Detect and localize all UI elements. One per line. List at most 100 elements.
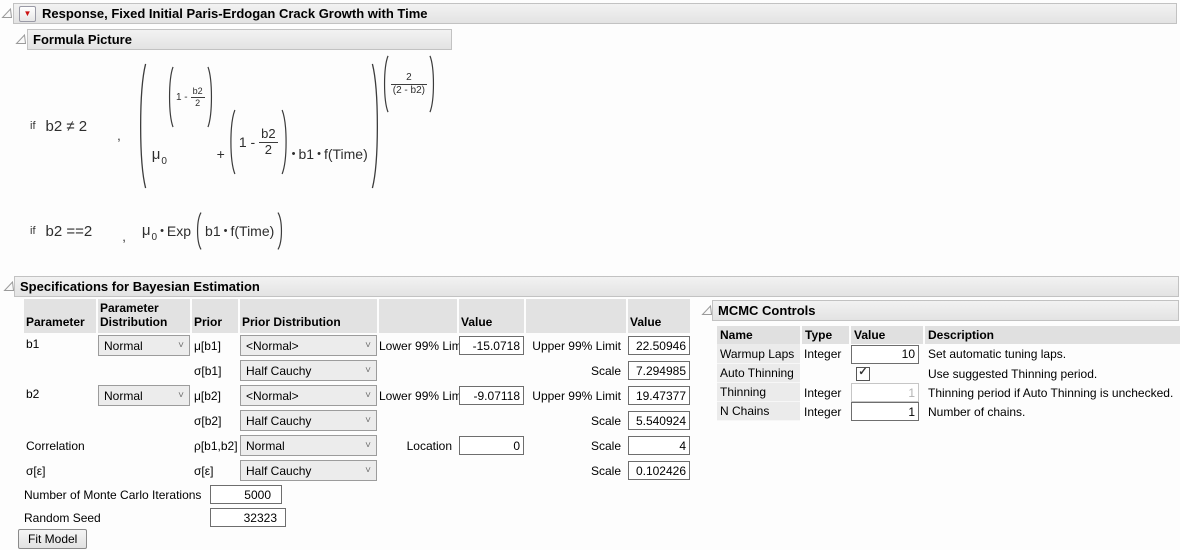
prior-label-sigma-b2: σ[b2]	[194, 413, 222, 428]
report-title-bar: ▼ Response, Fixed Initial Paris-Erdogan …	[13, 3, 1177, 24]
prior-distribution-select-mu-b1[interactable]: <Normal> ˅	[240, 335, 377, 356]
dropdown-value: Normal	[104, 338, 143, 353]
mcmc-row-description: Set automatic tuning laps.	[928, 347, 1067, 361]
mc-iterations-input[interactable]	[210, 485, 282, 504]
scale-input-sigma-eps[interactable]	[628, 461, 690, 480]
n-chains-input[interactable]	[851, 402, 919, 421]
fraction-b2-over-2: b2 2	[190, 86, 205, 108]
red-triangle-menu-button[interactable]: ▼	[19, 5, 36, 22]
section-title: Specifications for Bayesian Estimation	[20, 279, 260, 294]
formula-comma: ,	[122, 228, 126, 244]
parameter-distribution-select-b2[interactable]: Normal ˅	[98, 385, 190, 406]
warmup-laps-input[interactable]	[851, 344, 919, 364]
outer-exponent-group: 2 (2 - b2)	[382, 55, 436, 113]
prior-distribution-select-mu-b2[interactable]: <Normal> ˅	[240, 385, 377, 406]
formula-if-keyword: if	[30, 120, 36, 132]
column-header-blank	[526, 299, 626, 333]
lower-99-limit-input-b1[interactable]	[459, 336, 524, 355]
one-minus-text: 1 -	[238, 134, 256, 150]
upper-99-limit-input-b1[interactable]	[628, 336, 690, 355]
mcmc-row-type: Integer	[804, 404, 842, 419]
mc-iterations-label: Number of Monte Carlo Iterations	[24, 488, 202, 502]
column-header-prior-distribution: Prior Distribution	[240, 299, 377, 333]
column-header-prior: Prior	[192, 299, 238, 333]
scale-input-rho[interactable]	[628, 436, 690, 455]
outer-exponent-content: 2 (2 - b2)	[389, 72, 429, 96]
dropdown-value: <Normal>	[246, 338, 299, 353]
lower-99-limit-label: Lower 99% Limit	[379, 338, 468, 353]
formula-comma: ,	[117, 127, 121, 143]
formula-condition-eq: b2 ==2	[45, 222, 93, 240]
prior-distribution-select-sigma-b2[interactable]: Half Cauchy ˅	[240, 410, 377, 431]
paren-open-glyph	[167, 66, 174, 128]
formula-base-content: μ0 1 - b2 2 + 1 - b2 2	[147, 62, 371, 190]
formula-expression-1: μ0 1 - b2 2 + 1 - b2 2	[137, 62, 436, 190]
b1-term: b1	[298, 146, 315, 162]
dropdown-value: Normal	[104, 388, 143, 403]
mcmc-row-name: N Chains	[717, 402, 800, 421]
mu-symbol: μ0	[141, 222, 158, 243]
prior-distribution-select-sigma-eps[interactable]: Half Cauchy ˅	[240, 460, 377, 481]
dropdown-value: Half Cauchy	[246, 463, 312, 478]
scale-input-sigma-b2[interactable]	[628, 411, 690, 430]
multiply-dot: •	[291, 148, 296, 160]
lower-99-limit-input-b2[interactable]	[459, 386, 524, 405]
prior-label-sigma-eps: σ[ε]	[194, 463, 214, 478]
parameter-label-sigma-eps: σ[ε]	[26, 463, 46, 478]
paren-term-content: 1 - b2 2	[236, 125, 281, 158]
mcmc-row-description: Use suggested Thinning period.	[928, 366, 1098, 381]
disclosure-triangle-icon[interactable]	[1, 7, 13, 19]
disclosure-triangle-icon[interactable]	[3, 280, 15, 292]
section-title: MCMC Controls	[718, 303, 816, 318]
mcmc-controls-header: MCMC Controls	[712, 300, 1179, 321]
parameter-label-b1: b1	[26, 337, 40, 351]
column-header-parameter-distribution: Parameter Distribution	[98, 299, 190, 333]
chevron-down-icon: ˅	[365, 364, 371, 376]
fraction-b2-over-2: b2 2	[259, 125, 278, 157]
chevron-down-icon: ˅	[178, 389, 184, 401]
column-header-value: Value	[851, 326, 923, 344]
mu-exponent-content: 1 - b2 2	[174, 86, 207, 108]
red-triangle-icon: ▼	[23, 8, 32, 18]
column-header-value: Value	[628, 299, 690, 333]
prior-distribution-select-rho[interactable]: Normal ˅	[240, 435, 377, 456]
scale-input-sigma-b1[interactable]	[628, 361, 690, 380]
formula-case-2: if b2 ==2 , μ0 • Exp b1 • f(Time)	[30, 208, 284, 254]
paren-open-glyph	[382, 55, 389, 113]
multiply-dot: •	[223, 225, 228, 237]
f-time-term: f(Time)	[323, 146, 368, 162]
dropdown-value: Normal	[246, 438, 285, 453]
paren-close-glyph	[277, 212, 284, 250]
fit-model-button[interactable]: Fit Model	[18, 529, 88, 549]
prior-label-mu-b1: μ[b1]	[194, 338, 221, 353]
lower-99-limit-label: Lower 99% Limit	[379, 388, 468, 403]
dropdown-value: Half Cauchy	[246, 363, 312, 378]
auto-thinning-checkbox[interactable]: ✓	[856, 366, 870, 381]
disclosure-triangle-icon[interactable]	[701, 304, 713, 316]
exp-function: Exp	[166, 223, 192, 239]
location-input-rho[interactable]	[459, 436, 524, 455]
random-seed-input[interactable]	[210, 508, 286, 527]
mcmc-row-type: Integer	[804, 385, 842, 400]
upper-99-limit-input-b2[interactable]	[628, 386, 690, 405]
mu-subscript: 0	[151, 232, 158, 243]
prior-distribution-select-sigma-b1[interactable]: Half Cauchy ˅	[240, 360, 377, 381]
dropdown-value: <Normal>	[246, 388, 299, 403]
paren-close-glyph	[371, 62, 381, 190]
upper-99-limit-label: Upper 99% Limit	[532, 338, 621, 353]
prior-label-sigma-b1: σ[b1]	[194, 363, 222, 378]
checkmark-icon: ✓	[858, 366, 868, 378]
scale-label: Scale	[590, 463, 621, 478]
paren-open-glyph	[195, 212, 202, 250]
b1-term: b1	[205, 223, 221, 239]
prior-label-rho-b1-b2: ρ[b1,b2]	[194, 438, 238, 453]
exp-argument-group: b1 • f(Time)	[195, 212, 284, 250]
parameter-distribution-select-b1[interactable]: Normal ˅	[98, 335, 190, 356]
chevron-down-icon: ˅	[365, 339, 371, 351]
disclosure-triangle-icon[interactable]	[15, 33, 27, 45]
column-header-parameter: Parameter	[24, 299, 96, 333]
dropdown-value: Half Cauchy	[246, 413, 312, 428]
formula-case-1: if b2 ≠ 2 , μ0 1 - b2 2 +	[30, 56, 436, 196]
mcmc-controls-table: Name Type Value Description Warmup Laps …	[717, 326, 1180, 421]
